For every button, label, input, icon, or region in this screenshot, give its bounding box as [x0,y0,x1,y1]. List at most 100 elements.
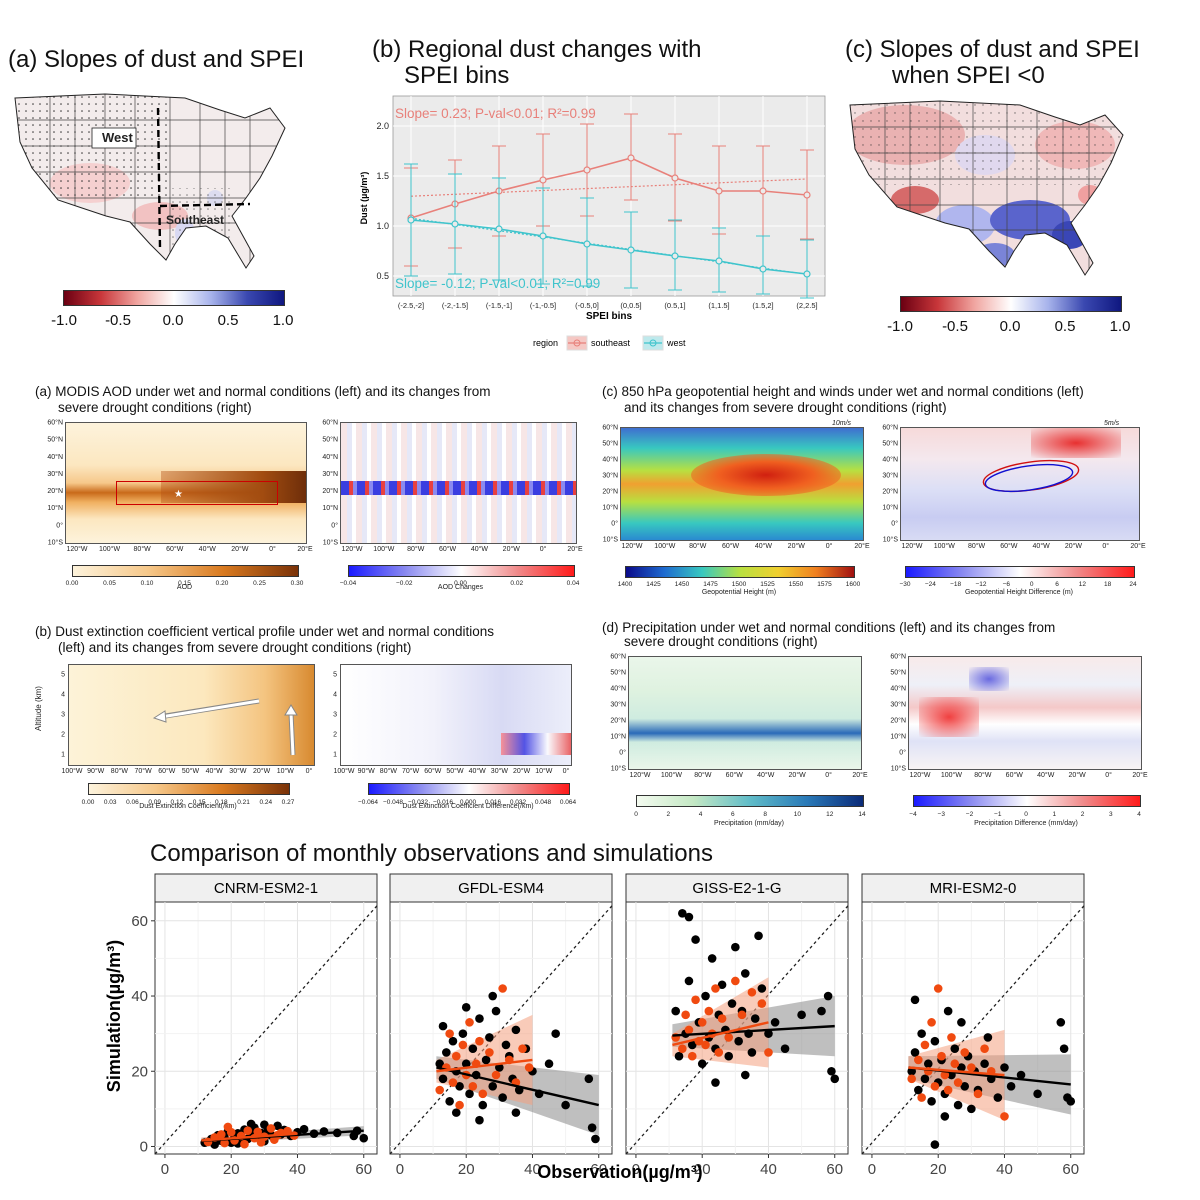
profile-x-tick: 30°W [491,767,509,775]
data-point-west [759,265,767,273]
x-tick-label: 60 [355,1161,372,1178]
lat-tick-label: 0° [891,520,898,528]
x-tick-label: 20 [223,1161,240,1178]
colorbar-tick: 2 [1081,811,1085,818]
obs-point-all [757,984,767,993]
lat-tick-label: 50°N [890,669,906,677]
profile-x-tick: 100°W [61,767,82,775]
profile-y-tick: 5 [61,672,65,679]
profile-x-tick: 50°W [446,767,464,775]
lat-tick-label: 50°N [882,440,898,448]
regression-line-drought [908,1066,1005,1077]
lat-tick-label: 10°N [890,733,906,741]
obs-point-all [475,1115,484,1125]
obs-point-all [438,1021,448,1031]
lon-tick-label: 120°W [66,545,87,553]
obs-point-all [448,1036,458,1046]
colorbar-tick: 1400 [618,581,633,588]
obs-point-drought [930,1081,940,1091]
x-tick-label: (-2.5,-2] [398,301,424,310]
obs-point-drought [458,1040,468,1050]
extinction-cbar-label: Dust Extinction Coefficient(/km) [139,803,237,810]
obs-point-drought [684,1025,694,1035]
colorbar-tick: 1450 [675,581,690,588]
panel-a-cbar-tick: -0.5 [105,312,131,329]
lon-tick-label: 20°W [231,545,249,553]
lon-tick-label: 100°W [661,771,682,779]
obs-point-drought [240,1139,249,1149]
profile-x-tick: 90°W [87,767,105,775]
lon-tick-label: 0° [826,542,833,550]
x-tick-label: 40 [524,1161,541,1178]
profile-y-tick: 4 [333,692,337,699]
colorbar-tick: 0 [634,811,638,818]
obs-point-all [993,1093,1003,1102]
colorbar-tick: 0.000 [460,799,477,806]
profile-x-tick: 40°W [206,767,224,775]
lon-tick-label: 80°W [407,545,425,553]
obs-point-drought [478,1089,488,1099]
colorbar-tick: 0.06 [126,799,139,806]
study-region-box [116,481,278,505]
colorbar-tick: −0.02 [396,580,413,587]
obs-point-all [260,1120,269,1129]
panel-a-cbar-tick: -1.0 [51,312,77,329]
lat-tick-label: 20°N [602,488,618,496]
obs-point-all [797,1010,806,1020]
profile-x-tick: 10°W [535,767,553,775]
obs-point-drought [711,984,720,993]
data-point-southeast [759,187,767,195]
obs-point-all [830,1074,840,1084]
colorbar-tick: −0.04 [340,580,357,587]
colorbar-tick: 0.04 [567,580,580,587]
gph-diff-positive-core [1031,428,1121,458]
lat-tick-label: 30°N [47,470,63,478]
regression-line-drought [436,1058,533,1073]
lat-tick-label: 0° [619,749,626,757]
lon-tick-label: 80°W [694,771,712,779]
lat-tick-label: 10°N [882,504,898,512]
profile-x-tick: 0° [563,767,570,775]
data-point-southeast [715,187,723,195]
obs-point-drought [953,1078,963,1087]
aod-changes-cbar-label: AOD Changes [437,584,484,591]
data-point-west [671,252,679,260]
colorbar-tick: −6 [1003,581,1011,588]
obs-point-all [910,995,920,1005]
obs-point-all [511,1025,521,1035]
lat-tick-label: 10°S [611,765,627,773]
lat-tick-label: 30°N [882,472,898,480]
obs-point-all [246,1119,256,1129]
obs-point-all [707,954,717,963]
lat-tick-label: 20°N [890,717,906,725]
colorbar-tick: −1 [994,811,1002,818]
colorbar-tick: −12 [975,581,986,588]
facet-GISS-E2-1-G: GISS-E2-1-G 0 20 40 60 [625,873,849,1178]
x-tick-label: (1.5,2] [752,301,773,310]
colorbar-tick: −0.016 [433,799,453,806]
obs-point-all [957,1018,966,1027]
lat-tick-label: 60°N [610,653,626,661]
lon-tick-label: 120°W [629,771,650,779]
lon-tick-label: 120°W [901,542,922,550]
colorbar-tick: 0.21 [237,799,250,806]
obs-point-all [1059,1044,1069,1053]
obs-point-all [498,1093,507,1102]
lat-tick-label: 20°N [47,487,63,495]
facet-label: GFDL-ESM4 [458,880,544,897]
colorbar-tick: 0.30 [291,580,304,587]
mid-a-title-line2: severe drought conditions (right) [58,400,252,415]
obs-point-all [711,1078,720,1087]
obs-point-drought [687,1051,697,1061]
profile-x-tick: 40°W [469,767,487,775]
obs-point-drought [485,1048,494,1057]
panel-c-map [845,95,1130,280]
y-tick-label: 1.5 [376,171,389,181]
obs-point-drought [737,1010,747,1020]
obs-point-drought [973,1089,983,1099]
obs-point-drought [940,1070,950,1080]
obs-point-all [1066,1097,1076,1106]
profile-x-tick: 60°W [158,767,176,775]
us-map-slopes [14,93,286,269]
panel-a-cbar-tick: 0.5 [217,312,239,329]
